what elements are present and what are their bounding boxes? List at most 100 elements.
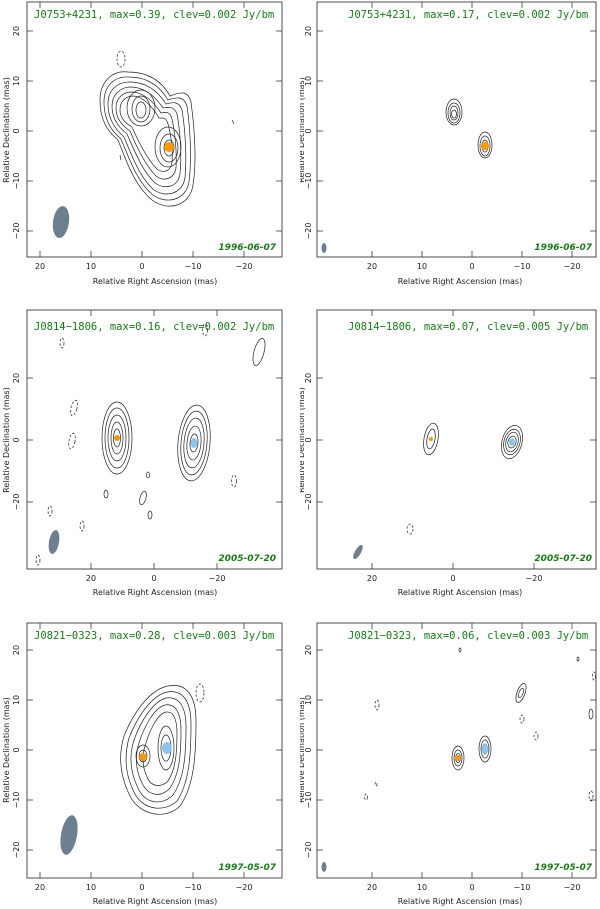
y-ticks [27, 30, 282, 232]
x-tick-label: −20 [236, 883, 253, 892]
plot-frame [26, 309, 283, 570]
y-tick-label: 10 [304, 76, 313, 86]
x-tick-label: −20 [564, 883, 581, 892]
beam-ellipse [52, 206, 70, 238]
y-tick-label: −20 [304, 494, 313, 511]
blue-component-marker [190, 438, 198, 448]
orange-component-marker [139, 753, 147, 761]
x-tick-label: 10 [417, 262, 427, 271]
contour-map: J0821−0323, max=0.28, clev=0.003 Jy/bm 2… [2, 622, 283, 906]
panel-title: J0753+4231, max=0.39, clev=0.002 Jy/bm [34, 9, 274, 21]
orange-component-marker [164, 142, 174, 152]
epoch-date: 2005-07-20 [534, 554, 592, 564]
contour-map: J0821−0323, max=0.06, clev=0.003 Jy/bm 2… [300, 622, 597, 906]
x-tick-label: 0 [151, 574, 156, 583]
x-ticks [371, 310, 535, 569]
y-ticks [27, 649, 282, 851]
panel-j0821-1997-left: J0821−0323, max=0.28, clev=0.003 Jy/bm 2… [0, 606, 300, 909]
beam-ellipse [321, 862, 327, 872]
contour-lines [364, 647, 596, 802]
epoch-date: 1996-06-07 [534, 243, 592, 253]
y-tick-label: −10 [304, 173, 313, 190]
y-tick-label: 0 [304, 747, 313, 752]
y-tick-label: −10 [12, 173, 21, 190]
y-tick-label: 20 [12, 26, 21, 36]
y-tick-label: 0 [12, 747, 21, 752]
contour-lines [99, 50, 235, 207]
y-tick-label: 0 [12, 437, 21, 442]
panel-title: J0821−0323, max=0.28, clev=0.003 Jy/bm [34, 630, 274, 642]
x-tick-label: −20 [209, 574, 226, 583]
x-axis-label: Relative Right Ascension (mas) [398, 897, 522, 906]
contour-map: J0753+4231, max=0.39, clev=0.002 Jy/bm 2… [2, 1, 283, 286]
y-axis-label: Relative Declination (mas) [300, 77, 306, 183]
blue-component-marker [509, 438, 515, 446]
x-tick-label: −10 [185, 883, 202, 892]
panel-j0814-2005-left: J0814−1806, max=0.16, clev=0.002 Jy/bm 2… [0, 303, 300, 606]
plot-frame [26, 1, 283, 258]
x-tick-label: 0 [450, 574, 455, 583]
y-tick-label: −10 [304, 792, 313, 809]
plot-frame [316, 1, 597, 258]
y-tick-label: 20 [12, 645, 21, 655]
plot-frame [26, 622, 283, 879]
y-tick-label: −20 [12, 494, 21, 511]
x-axis-label: Relative Right Ascension (mas) [93, 897, 217, 906]
x-tick-label: 20 [86, 574, 96, 583]
x-tick-label: −20 [236, 262, 253, 271]
beam-ellipse [60, 815, 78, 855]
y-tick-label: 20 [304, 26, 313, 36]
panel-title: J0814−1806, max=0.07, clev=0.005 Jy/bm [348, 321, 588, 333]
y-tick-label: 10 [12, 695, 21, 705]
contour-map: J0814−1806, max=0.16, clev=0.002 Jy/bm 2… [2, 309, 283, 597]
contour-lines [35, 323, 266, 566]
x-tick-label: −10 [514, 262, 531, 271]
y-tick-label: 20 [304, 645, 313, 655]
y-tick-label: 10 [304, 695, 313, 705]
x-ticks [371, 2, 573, 257]
y-axis-label: Relative Declination (mas) [2, 697, 11, 803]
x-tick-label: −20 [564, 262, 581, 271]
x-tick-label: 20 [35, 262, 45, 271]
x-tick-label: 0 [469, 262, 474, 271]
y-tick-label: −20 [12, 223, 21, 240]
panel-j0753-1996-right: J0753+4231, max=0.17, clev=0.002 Jy/bm 2… [300, 0, 600, 303]
orange-component-marker [481, 142, 489, 150]
y-axis-label: Relative Declination (mas) [2, 77, 11, 183]
y-axis-label: Relative Declination (mas) [2, 387, 11, 493]
x-ticks [39, 623, 245, 878]
y-tick-label: 10 [12, 76, 21, 86]
panel-title: J0814−1806, max=0.16, clev=0.002 Jy/bm [34, 321, 274, 333]
y-ticks [317, 377, 596, 503]
y-axis-label: Relative Declination (mas) [300, 697, 306, 803]
beam-ellipse [321, 243, 327, 253]
x-tick-label: 0 [139, 883, 144, 892]
contour-map: J0753+4231, max=0.17, clev=0.002 Jy/bm 2… [300, 1, 597, 286]
x-tick-label: 10 [417, 883, 427, 892]
x-ticks [39, 2, 245, 257]
panel-title: J0753+4231, max=0.17, clev=0.002 Jy/bm [348, 9, 588, 21]
x-axis-label: Relative Right Ascension (mas) [93, 277, 217, 286]
x-tick-label: 0 [469, 883, 474, 892]
x-tick-label: −10 [514, 883, 531, 892]
beam-ellipse [48, 530, 60, 554]
beam-ellipse [353, 544, 363, 560]
blue-component-marker [481, 744, 489, 754]
x-tick-label: 20 [35, 883, 45, 892]
x-tick-label: −20 [526, 574, 543, 583]
y-tick-label: 0 [12, 128, 21, 133]
y-tick-label: 20 [304, 373, 313, 383]
y-tick-label: −20 [304, 842, 313, 859]
x-axis-label: Relative Right Ascension (mas) [398, 588, 522, 597]
x-ticks [90, 310, 218, 569]
plot-frame [316, 622, 597, 879]
x-axis-label: Relative Right Ascension (mas) [93, 588, 217, 597]
x-tick-label: 0 [139, 262, 144, 271]
epoch-date: 1997-05-07 [534, 863, 592, 873]
x-ticks [371, 623, 573, 878]
y-tick-label: 0 [304, 128, 313, 133]
x-tick-label: −10 [185, 262, 202, 271]
orange-component-marker [455, 755, 461, 761]
epoch-date: 2005-07-20 [218, 554, 276, 564]
panel-j0753-1996-left: J0753+4231, max=0.39, clev=0.002 Jy/bm 2… [0, 0, 300, 303]
